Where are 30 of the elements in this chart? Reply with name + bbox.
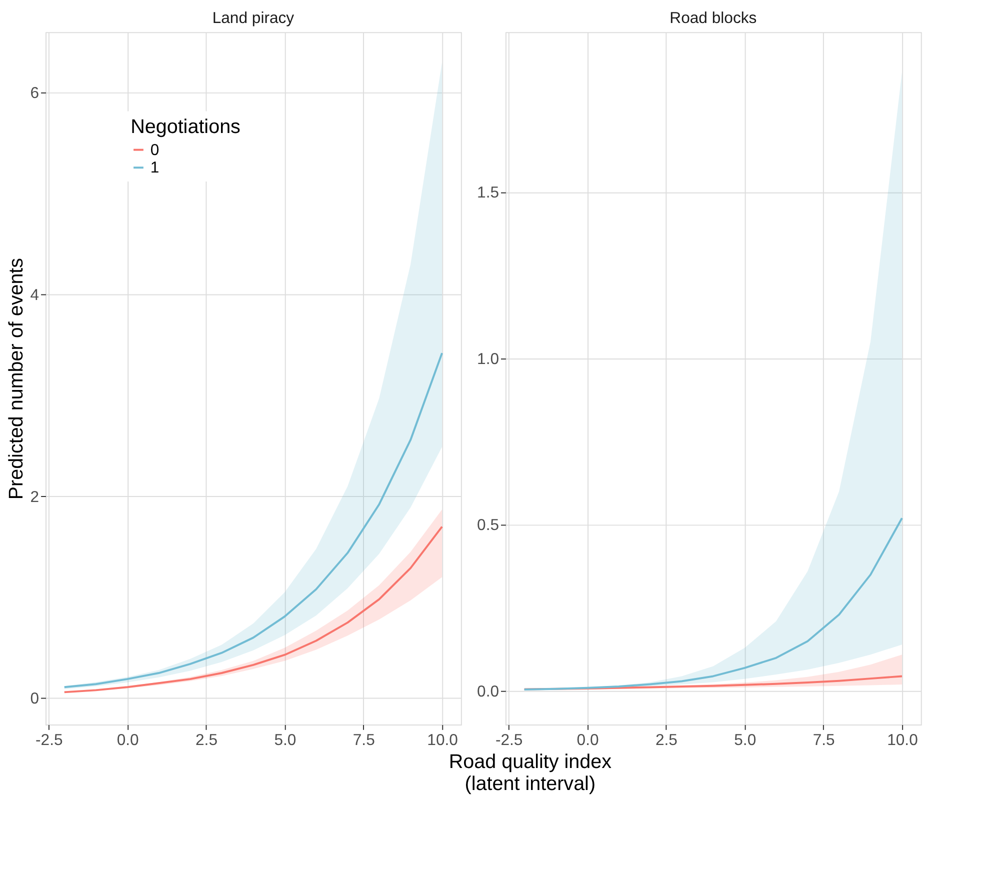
x-tick-label: 10.0 xyxy=(427,732,458,749)
legend-label: 1 xyxy=(150,160,160,177)
chart-title: Land piracy xyxy=(212,10,294,28)
x-tick-label: -2.5 xyxy=(36,732,63,749)
x-tick-label: 0.0 xyxy=(116,732,140,749)
chart-title: Road blocks xyxy=(670,10,757,28)
y-axis-title: Predicted number of events xyxy=(5,258,28,500)
x-tick-label: 7.5 xyxy=(812,732,835,749)
x-tick-label: 10.0 xyxy=(887,732,918,749)
y-tick-label: 0.0 xyxy=(477,684,500,701)
x-tick-label: 7.5 xyxy=(352,732,376,749)
x-tick-label: 0.0 xyxy=(576,732,599,749)
x-tick-label: 5.0 xyxy=(274,732,296,749)
y-tick-label: 2 xyxy=(30,488,40,506)
y-tick-label: 0.5 xyxy=(477,517,500,534)
x-tick-label: 2.5 xyxy=(655,732,678,749)
y-tick-label: 0 xyxy=(30,690,40,708)
legend-title: Negotiations xyxy=(130,116,241,138)
y-tick-label: 6 xyxy=(30,85,40,102)
line-series xyxy=(523,675,903,690)
x-tick-label: 5.0 xyxy=(734,732,756,749)
y-tick-label: 1.5 xyxy=(477,184,500,202)
legend-label: 0 xyxy=(150,142,160,159)
y-tick-label: 1.0 xyxy=(477,350,500,368)
line-series xyxy=(63,352,444,688)
x-axis-title: Road quality index (latent interval) xyxy=(448,751,612,795)
x-tick-label: 2.5 xyxy=(196,732,218,749)
x-tick-label: -2.5 xyxy=(495,732,523,749)
y-tick-label: 4 xyxy=(30,286,40,304)
line-series xyxy=(523,517,903,691)
